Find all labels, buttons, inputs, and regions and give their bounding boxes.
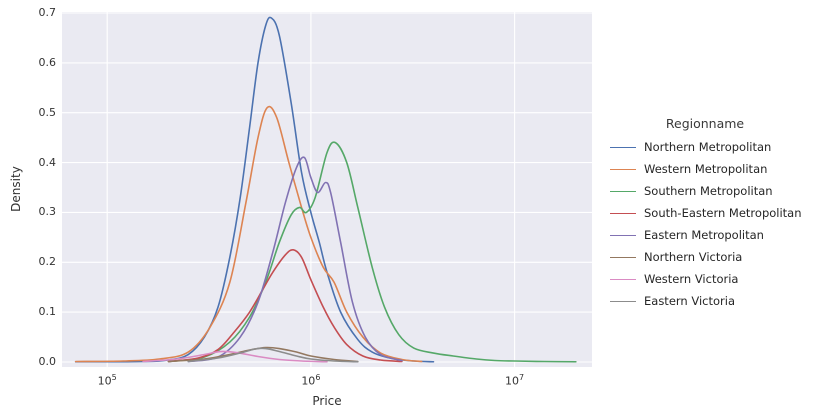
- x-tick-exponent: 7: [519, 373, 525, 382]
- legend-item: Southern Metropolitan: [610, 180, 810, 202]
- y-tick-label: 0.1: [38, 305, 57, 319]
- legend-label: Eastern Metropolitan: [644, 228, 764, 242]
- legend-item: Eastern Victoria: [610, 290, 810, 312]
- kde-curve: [167, 346, 359, 363]
- x-tick-label: 106: [301, 371, 320, 389]
- legend-title: Regionname: [665, 116, 745, 131]
- kde-curve: [187, 156, 403, 363]
- legend-label: Southern Metropolitan: [644, 184, 773, 198]
- legend-line-swatch: [610, 146, 636, 148]
- y-tick-label: 0.3: [38, 205, 57, 219]
- legend-label: South-Eastern Metropolitan: [644, 206, 802, 220]
- y-tick-label: 0.5: [38, 105, 57, 119]
- y-axis-label: Density: [9, 166, 23, 212]
- legend-label: Western Victoria: [644, 272, 739, 286]
- y-tick-label: 0.2: [38, 255, 57, 269]
- kde-curve: [167, 141, 577, 363]
- x-tick-base: 10: [505, 374, 519, 388]
- x-tick-base: 10: [97, 374, 112, 388]
- legend-label: Northern Metropolitan: [644, 140, 772, 154]
- x-tick-base: 10: [301, 374, 316, 388]
- legend-label: Eastern Victoria: [644, 294, 736, 308]
- y-tick-label: 0.0: [38, 355, 57, 368]
- legend-line-swatch: [610, 278, 636, 280]
- legend-line-swatch: [610, 190, 636, 192]
- legend-items: Northern Metropolitan Western Metropolita…: [610, 136, 810, 312]
- y-tick-label: 0.4: [38, 155, 57, 169]
- x-tick-exponent: 6: [315, 373, 321, 382]
- legend-item: Northern Victoria: [610, 246, 810, 268]
- y-tick-label: 0.7: [38, 6, 57, 19]
- legend-line-swatch: [610, 212, 636, 214]
- kde-curve: [142, 350, 328, 363]
- legend-label: Northern Victoria: [644, 250, 743, 264]
- kde-curve: [74, 16, 435, 363]
- plot-background: [62, 12, 592, 367]
- legend-item: Western Victoria: [610, 268, 810, 290]
- legend-item: South-Eastern Metropolitan: [610, 202, 810, 224]
- y-tick-label: 0.6: [38, 55, 57, 69]
- legend-label: Western Metropolitan: [644, 162, 768, 176]
- legend-item: Western Metropolitan: [610, 158, 810, 180]
- legend-line-swatch: [610, 256, 636, 258]
- legend-line-swatch: [610, 168, 636, 170]
- legend-item: Eastern Metropolitan: [610, 224, 810, 246]
- x-axis-label: Price: [312, 394, 342, 408]
- legend-line-swatch: [610, 300, 636, 302]
- legend: Regionname Northern Metropolitan Western …: [610, 112, 810, 312]
- legend-line-swatch: [610, 234, 636, 236]
- kde-curve: [167, 248, 403, 363]
- legend-item: Northern Metropolitan: [610, 136, 810, 158]
- x-tick-label: 105: [98, 371, 117, 389]
- kde-curve: [187, 347, 359, 363]
- x-tick-exponent: 5: [111, 373, 117, 382]
- kde-curve: [74, 105, 423, 363]
- x-tick-label: 107: [505, 371, 524, 389]
